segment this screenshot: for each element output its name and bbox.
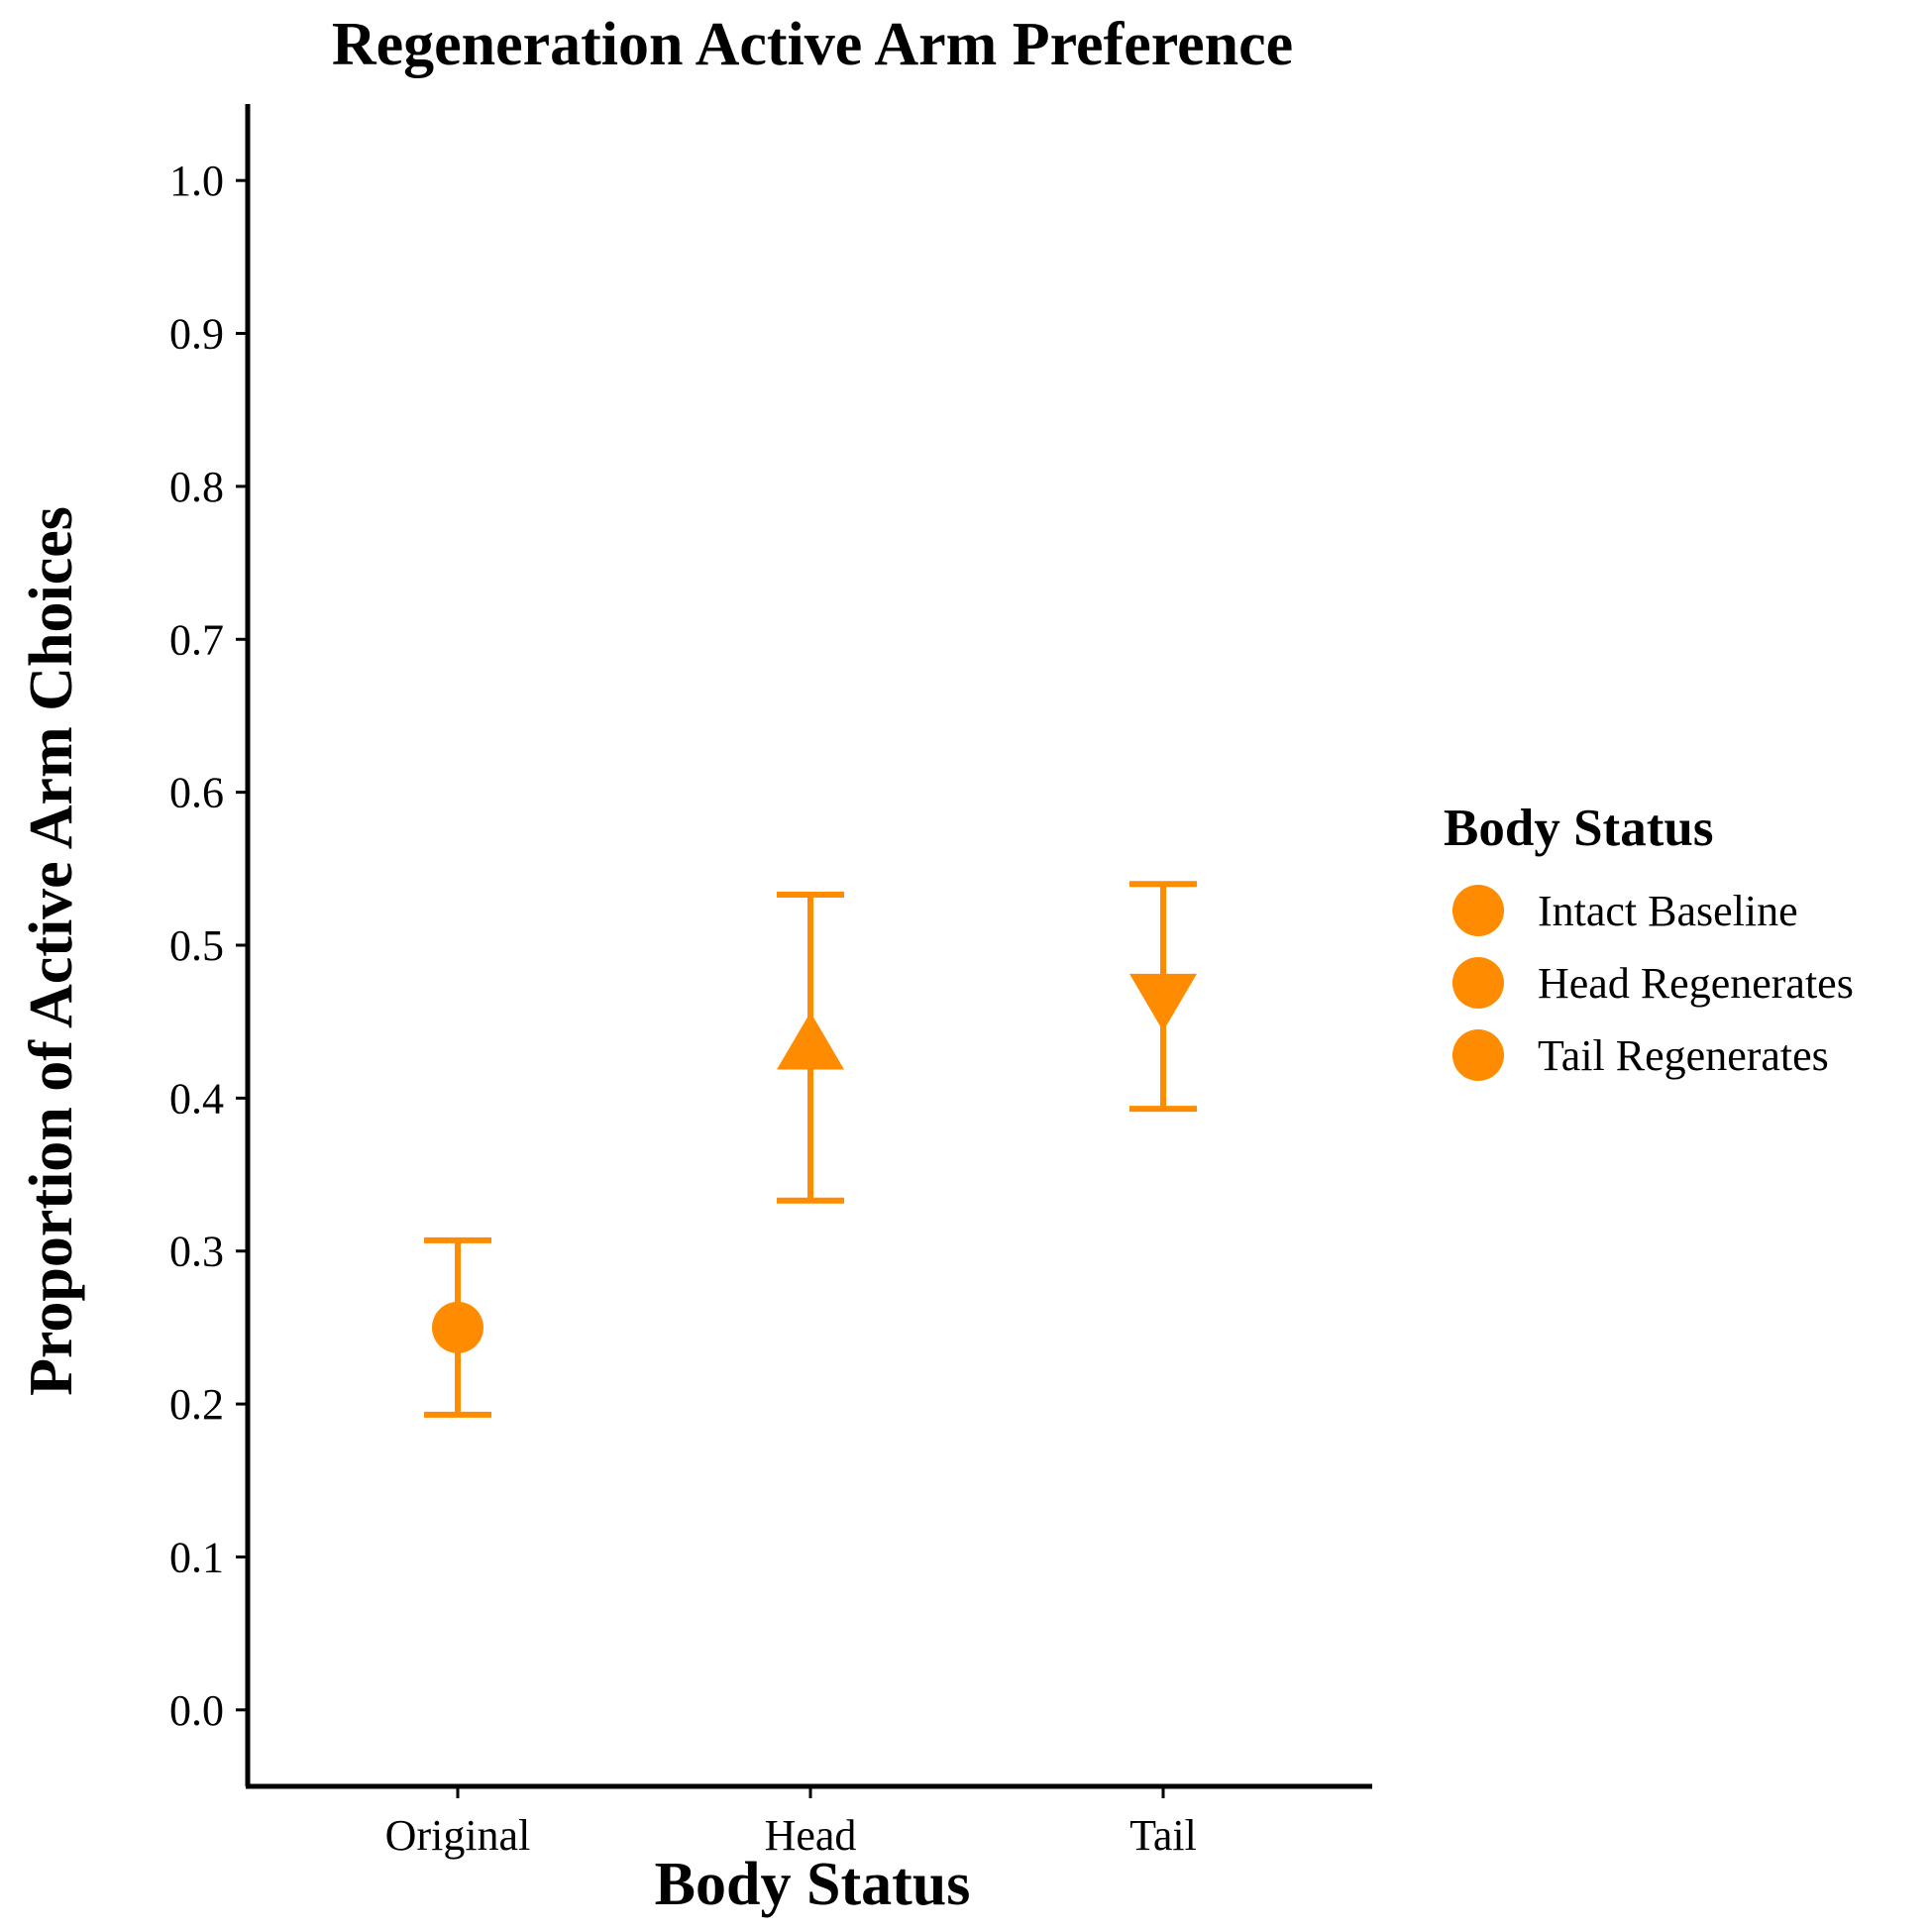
y-tick-label: 0.5 (169, 921, 224, 970)
y-tick-label: 0.3 (169, 1228, 224, 1276)
chart-title: Regeneration Active Arm Preference (332, 11, 1293, 78)
legend-label: Tail Regenerates (1538, 1031, 1829, 1080)
legend-key-marker (1452, 1029, 1504, 1081)
y-tick-label: 0.7 (169, 615, 224, 664)
y-axis-title: Proportion of Active Arm Choices (18, 506, 85, 1396)
x-axis-title: Body Status (655, 1851, 971, 1918)
y-tick-label: 0.4 (169, 1074, 224, 1123)
x-tick-label: Head (765, 1811, 857, 1860)
y-tick-label: 0.2 (169, 1380, 224, 1429)
y-tick-label: 0.1 (169, 1533, 224, 1581)
legend-title: Body Status (1444, 800, 1713, 857)
y-tick-label: 1.0 (169, 157, 224, 205)
data-point-circle (432, 1301, 483, 1353)
legend-items: Intact Baseline Head Regenerates Tail Rege… (1452, 885, 1854, 1081)
legend-label: Head Regenerates (1538, 959, 1854, 1008)
x-tick-label: Tail (1129, 1811, 1197, 1860)
legend-key-marker (1452, 885, 1504, 936)
y-tick-label: 0.8 (169, 463, 224, 511)
y-tick-label: 0.6 (169, 769, 224, 817)
data-point-triangle-up (777, 1012, 844, 1070)
x-tick-label: Original (385, 1811, 531, 1860)
legend-key-marker (1452, 957, 1504, 1009)
y-tick-label: 0.9 (169, 310, 224, 359)
legend: Body Status Intact Baseline Head Regenera… (1444, 800, 1854, 1081)
data-point-triangle-down (1129, 973, 1197, 1031)
data-points (424, 881, 1197, 1418)
y-ticks: 0.0 0.1 0.2 0.3 0.4 0.5 0.6 0.7 0.8 0.9 1.0 (169, 157, 248, 1735)
y-tick-label: 0.0 (169, 1686, 224, 1735)
x-ticks: Original Head Tail (385, 1786, 1197, 1860)
legend-label: Intact Baseline (1538, 887, 1798, 935)
